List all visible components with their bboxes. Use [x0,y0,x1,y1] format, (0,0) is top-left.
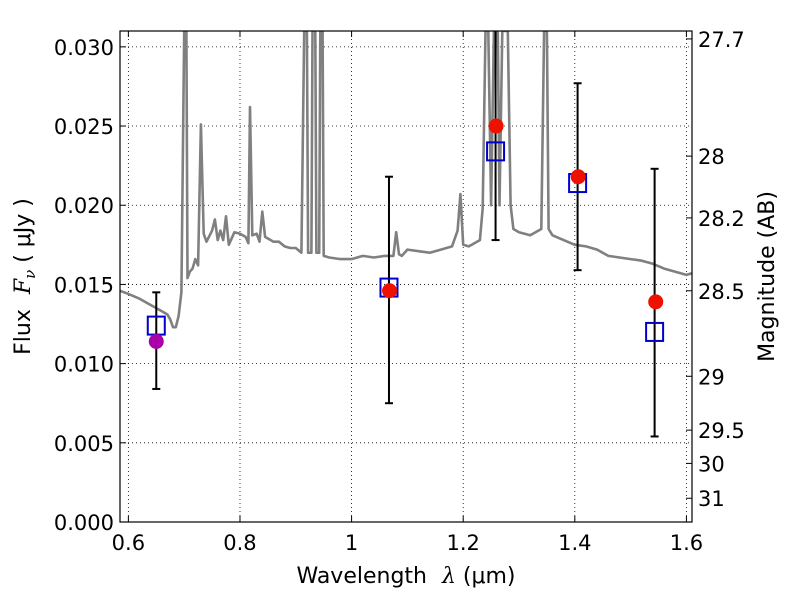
y-tick-label: 0.025 [54,115,114,139]
y2-tick-label: 30 [698,452,725,476]
y-tick-label: 0.000 [54,511,114,535]
y-tick-label: 0.005 [54,432,114,456]
y2-tick-label: 28.2 [698,207,745,231]
x-axis-ticks: 0.6 0.8 1 1.2 1.4 1.6 [112,31,703,555]
data-markers [146,118,665,349]
error-bar [491,31,500,242]
observed-circle-marker [148,333,164,349]
grid [120,31,692,522]
observed-circle-marker [648,294,664,310]
y2-tick-label: 29.5 [698,419,745,443]
spectrum [120,31,692,329]
y2-tick-label: 28 [698,145,725,169]
y-tick-label: 0.020 [54,194,114,218]
observed-circle-marker [570,169,586,185]
x-tick-label: 1.6 [670,531,703,555]
y-axis-ticks: 0.000 0.005 0.010 0.015 0.020 0.025 0.030 [54,36,126,535]
model-square-marker [645,321,665,342]
observed-circle-marker [488,118,504,134]
x-tick-label: 1 [345,531,358,555]
x-tick-label: 0.6 [112,531,145,555]
plot-frame [119,30,693,523]
y2-axis-ticks: 27.7 28 28.2 28.5 29 29.5 30 31 [686,28,745,511]
model-square-marker [486,141,506,162]
y-tick-label: 0.015 [54,273,114,297]
y-axis-title: Flux Fν ( μJy ) [11,198,39,355]
x-tick-label: 0.8 [223,531,256,555]
observed-circle-marker [382,283,398,299]
x-axis-title: Wavelength λ (μm) [296,564,515,589]
y-tick-label: 0.010 [54,353,114,377]
x-tick-label: 1.4 [558,531,591,555]
y2-axis-title: Magnitude (AB) [755,191,780,362]
y-tick-label: 0.030 [54,36,114,60]
x-tick-label: 1.2 [446,531,479,555]
y2-tick-label: 27.7 [698,28,745,52]
y2-tick-label: 29 [698,365,725,389]
y2-tick-label: 31 [698,487,725,511]
spectrum-line [120,31,692,329]
y2-tick-label: 28.5 [698,280,745,304]
